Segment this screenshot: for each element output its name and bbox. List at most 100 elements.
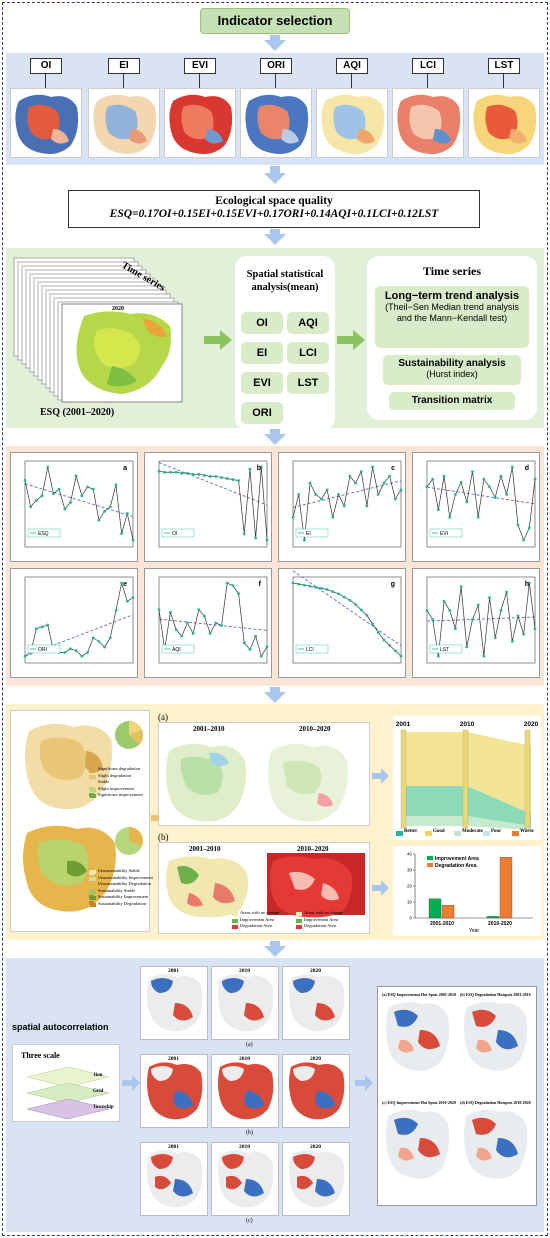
sankey-legend-item: Better (404, 829, 418, 834)
chart-point (291, 515, 295, 519)
chart-point (337, 493, 340, 496)
chart-point (482, 477, 486, 481)
chart-point (459, 585, 463, 589)
chart-point (431, 477, 435, 481)
legend-item: Improvement Area (304, 916, 338, 922)
trend-maps-panel (10, 710, 150, 932)
sankey-year: 2010 (460, 721, 475, 728)
chart-point (214, 621, 218, 625)
chart-legend: EI (306, 531, 311, 537)
legend-swatch (296, 925, 302, 929)
chart-point (197, 472, 201, 476)
legend-swatch (232, 925, 238, 929)
panel-a-label: (a) (158, 712, 168, 722)
chart-point (359, 608, 363, 612)
time-series-title: Time series (422, 264, 482, 278)
chart-point (108, 505, 112, 509)
chart-panel-letter: f (259, 581, 262, 588)
bar-legend: Improvement Area (435, 856, 479, 862)
sankey-year: 2020 (524, 721, 539, 728)
hotspot-map (380, 990, 456, 1094)
sankey-legend-swatch (512, 831, 519, 836)
chart-point (308, 481, 312, 485)
trend-subtitle: (Theil−Sen Median trend analysis and the… (385, 302, 519, 323)
chart-point (399, 488, 403, 492)
chart-point (214, 475, 218, 478)
chart-point (302, 538, 306, 542)
chart-point (314, 493, 318, 496)
arrow-right-1 (204, 330, 234, 355)
line-chart-d: d EVI (412, 452, 540, 562)
chart-point (320, 497, 323, 501)
change-maps: 2001–2010 2010–2020 (158, 842, 370, 934)
scale-label: Township (93, 1105, 114, 1110)
chart-point (114, 483, 118, 487)
transition-pill: Transition matrix (389, 392, 515, 410)
indicator-map-aqi (316, 88, 388, 158)
autocorr-year: 2020 (310, 1144, 321, 1150)
chart-point (163, 470, 167, 474)
chart-point (297, 493, 301, 496)
chart-point (459, 480, 463, 484)
chart-point (46, 623, 50, 627)
chart-point (125, 512, 129, 515)
chart-point (533, 627, 537, 631)
chart-panel-letter: g (391, 581, 395, 588)
chart-point (471, 470, 474, 473)
three-scale-panel: Three scale 1km Grid Township (12, 1044, 120, 1122)
legend-swatch (90, 870, 96, 874)
trend-analysis-pill: Long−term trend analysis (Theil−Sen Medi… (375, 286, 529, 348)
legend-item: Unsustainability Degradation (98, 881, 151, 886)
indicator-connector (199, 74, 200, 88)
autocorr-year: 2001 (168, 1144, 179, 1150)
chart-point (337, 592, 340, 596)
chart-point (465, 645, 469, 649)
legend-swatch (90, 781, 96, 785)
chart-point (505, 493, 508, 496)
chart-point (191, 632, 195, 635)
three-scale-title: Three scale (21, 1051, 60, 1060)
chart-legend: LST (440, 647, 449, 653)
sustain-title: Sustainability analysis (398, 358, 506, 369)
chart-point (220, 624, 223, 627)
arrow-6 (264, 946, 286, 957)
line-chart-h: h LST (412, 568, 540, 678)
autocorr-year: 2020 (310, 1056, 321, 1062)
chart-panel-letter: d (525, 465, 529, 472)
chart-point (376, 631, 380, 634)
arrow-right-4 (372, 768, 390, 789)
chart-point (365, 504, 369, 508)
indicator-label-aqi: AQI (336, 58, 368, 74)
bar (486, 916, 500, 919)
autocorr-year: 2001 (168, 968, 179, 974)
chart-point (265, 645, 269, 649)
legend-swatch (296, 912, 302, 916)
chart-point (488, 596, 491, 600)
formula-equation: ESQ=0.17OI+0.15EI+0.15EVI+0.17ORI+0.14AQ… (109, 208, 439, 220)
chart-point (254, 634, 258, 638)
autocorr-row-label: (a) (246, 1042, 253, 1048)
chart-panel-letter: c (391, 465, 395, 472)
autocorr-year: 2010 (239, 1144, 250, 1150)
autocorr-map (140, 1142, 208, 1216)
legend-item: Slight degradation (98, 772, 132, 778)
esq-formula-box: Ecological space quality ESQ=0.17OI+0.15… (68, 190, 480, 228)
line-chart-c: c EI (278, 452, 406, 562)
sankey-legend-swatch (454, 831, 461, 836)
legend-swatch (90, 896, 96, 900)
chart-point (297, 582, 301, 586)
chart-point (125, 599, 129, 603)
chart-point (174, 628, 178, 631)
chart-point (131, 538, 135, 542)
legend-item: Areas with no change (304, 910, 344, 915)
indicator-map-oi (10, 88, 82, 158)
chart-point (157, 469, 161, 473)
bar-y-tick: 40 (407, 852, 413, 857)
chart-point (265, 538, 269, 542)
chart-point (476, 515, 480, 519)
chart-point (499, 474, 503, 478)
sankey-year: 2001 (396, 721, 411, 728)
line-chart-g: g LCI (278, 568, 406, 678)
chart-point (46, 465, 50, 469)
chart-point (63, 507, 67, 511)
